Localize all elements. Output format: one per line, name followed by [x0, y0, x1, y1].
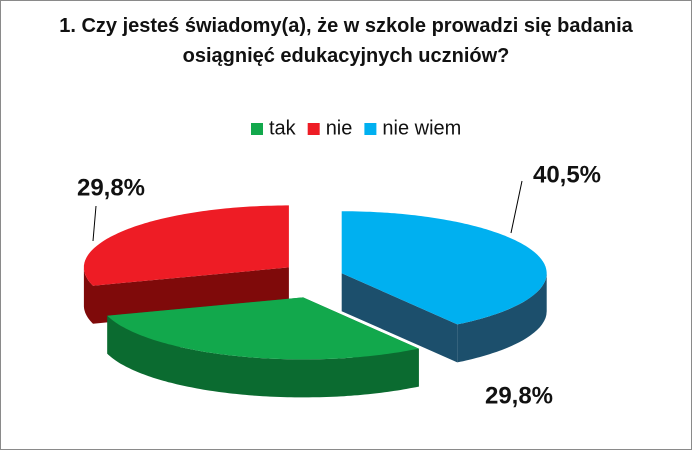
slice — [341, 211, 547, 363]
legend-label: nie wiem — [382, 117, 461, 139]
slice — [107, 297, 419, 398]
legend-label: nie — [326, 117, 353, 139]
slice-top — [107, 297, 419, 360]
legend-swatch — [251, 123, 263, 135]
slice-top — [83, 205, 289, 286]
slice-side — [83, 267, 93, 324]
chart-title: 1. Czy jesteś świadomy(a), że w szkole p… — [59, 15, 633, 67]
data-label: 29,8% — [485, 382, 553, 409]
slice-top — [341, 211, 547, 325]
data-label: 40,5% — [533, 161, 601, 188]
legend-swatch — [307, 123, 320, 135]
leader-line — [510, 180, 523, 234]
slice-side — [457, 273, 547, 363]
slice-wall — [341, 273, 458, 363]
legend-swatch — [364, 123, 377, 135]
leader-line — [92, 205, 97, 242]
slice-side — [107, 315, 419, 398]
data-label: 29,8% — [77, 174, 145, 201]
legend-label: tak — [269, 117, 297, 139]
